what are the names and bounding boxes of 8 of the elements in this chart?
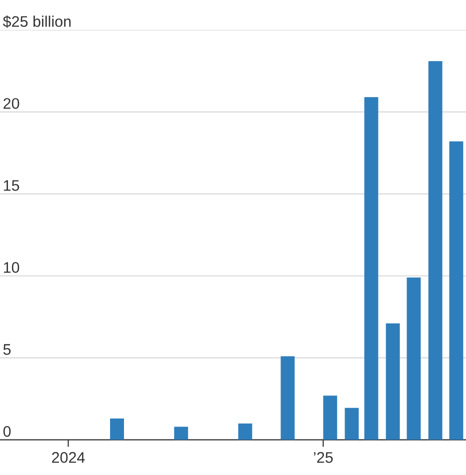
y-tick-label: 10 <box>4 262 20 273</box>
y-tick-label: 0 <box>3 426 11 437</box>
y-tick-label: 15 <box>4 180 20 191</box>
x-tick-label: 2024 <box>52 452 85 463</box>
y-tick-label: 5 <box>3 344 11 355</box>
x-tick-label: ’25 <box>314 452 333 463</box>
y-tick-label: 20 <box>4 98 20 109</box>
y-tick-label: $25 billion <box>2 15 71 28</box>
